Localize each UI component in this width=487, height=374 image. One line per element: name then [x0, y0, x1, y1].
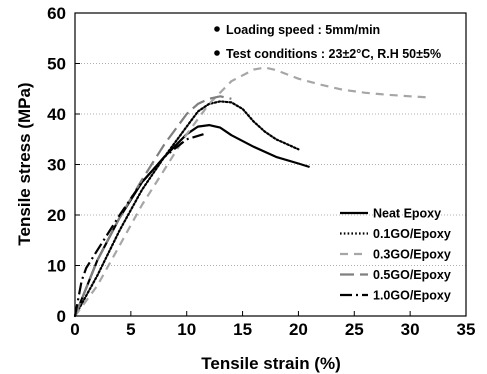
y-tick-label: 30 [47, 156, 66, 175]
legend-label-4: 1.0GO/Epoxy [373, 289, 451, 303]
x-tick-label: 30 [401, 320, 420, 339]
legend: Neat Epoxy 0.1GO/Epoxy 0.3GO/Epoxy 0.5GO/Ep… [340, 207, 451, 303]
series-line-4 [73, 133, 204, 317]
legend-label-2: 0.3GO/Epoxy [373, 248, 451, 262]
legend-label-3: 0.5GO/Epoxy [373, 268, 451, 282]
annotation-box: Loading speed : 5mm/min Test conditions … [214, 23, 441, 61]
x-tick-label: 5 [126, 320, 135, 339]
y-axis-label: Tensile stress (MPa) [15, 82, 34, 245]
tick-labels: 0 5 10 15 20 25 30 35 0 10 20 30 40 50 60 [47, 4, 475, 339]
series-line-2 [74, 66, 427, 317]
legend-label-1: 0.1GO/Epoxy [373, 227, 451, 241]
y-tick-label: 10 [47, 257, 66, 276]
x-tick-label: 25 [345, 320, 364, 339]
y-tick-label: 60 [47, 4, 66, 23]
y-tick-label: 20 [47, 206, 66, 225]
y-tick-label: 50 [47, 55, 66, 74]
series-line-1 [73, 100, 300, 318]
annotation-loading-speed: Loading speed : 5mm/min [226, 23, 380, 37]
series-line-3 [73, 95, 232, 317]
annotation-test-conditions: Test conditions : 23±2°C, R.H 50±5% [226, 47, 441, 61]
bullet-icon [214, 26, 220, 32]
series-line-0 [73, 124, 310, 317]
legend-label-0: Neat Epoxy [373, 207, 441, 221]
axes [74, 12, 467, 317]
x-tick-label: 35 [457, 320, 476, 339]
x-tick-label: 15 [233, 320, 252, 339]
y-tick-label: 40 [47, 105, 66, 124]
x-tick-label: 0 [70, 320, 79, 339]
x-tick-label: 20 [289, 320, 308, 339]
x-axis-label: Tensile strain (%) [201, 354, 341, 373]
series-layer [73, 66, 427, 318]
x-tick-label: 10 [177, 320, 196, 339]
y-tick-label: 0 [57, 307, 66, 326]
gridlines [75, 63, 466, 266]
bullet-icon [214, 50, 220, 56]
